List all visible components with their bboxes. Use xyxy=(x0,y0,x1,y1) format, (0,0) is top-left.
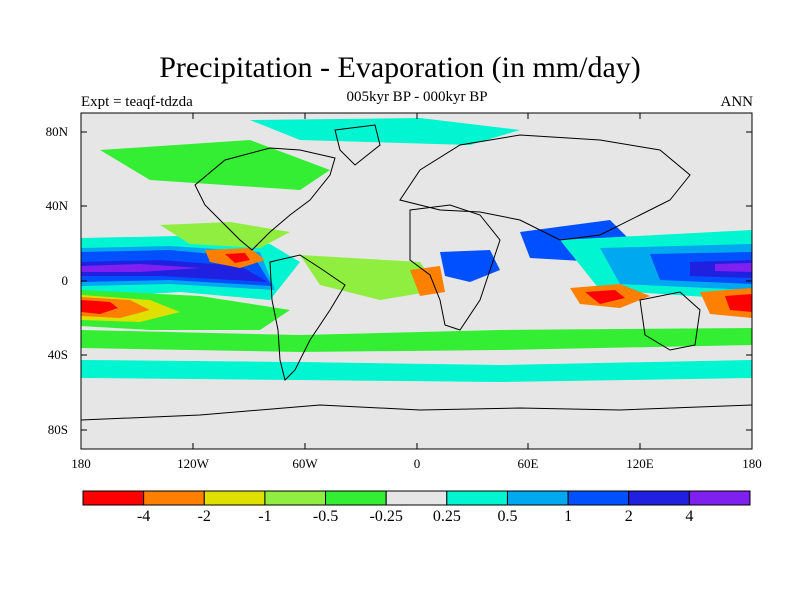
atlantic-orange xyxy=(410,266,445,296)
north-pacific-green xyxy=(160,222,290,248)
indian-ocean-red xyxy=(585,290,625,304)
colorbar-box xyxy=(688,490,751,506)
greenland-coast xyxy=(334,124,381,166)
itcz-pacific-violet xyxy=(81,264,200,272)
lon-label-120e: 120E xyxy=(626,456,654,471)
colorbar-box xyxy=(628,490,690,506)
colorbar-box xyxy=(264,490,327,506)
colorbar-label: -2 xyxy=(197,508,211,525)
colorbar-label: -1 xyxy=(258,508,272,525)
antarctica-coast xyxy=(80,404,753,421)
colorbar-box xyxy=(203,490,266,506)
colorbar xyxy=(82,490,751,506)
arctic-cyan xyxy=(250,118,520,145)
lon-label-0: 0 xyxy=(413,456,421,471)
colorbar-box xyxy=(325,490,387,506)
itcz-atlantic-blue xyxy=(440,250,500,282)
colorbar-box xyxy=(385,490,448,506)
east-pacific-red xyxy=(725,294,752,312)
south-pacific-red xyxy=(81,300,118,314)
map-subtitle: 005kyr BP - 000kyr BP xyxy=(346,89,488,105)
contour-fields xyxy=(81,118,752,382)
colorbar-label: -0.5 xyxy=(312,508,339,525)
colorbar-box xyxy=(567,490,630,506)
atlantic-green xyxy=(300,255,440,300)
lat-label-40n: 40N xyxy=(45,198,68,213)
australia-coast xyxy=(639,291,701,351)
lat-label-0: 0 xyxy=(61,273,69,288)
colorbar-box xyxy=(506,490,569,506)
southern-ocean-cyan xyxy=(81,360,752,382)
coastlines xyxy=(80,124,753,421)
season-label: ANN xyxy=(720,94,754,110)
lat-label-40s: 40S xyxy=(47,347,68,362)
lat-ticks xyxy=(81,131,752,431)
lon-ticks xyxy=(192,113,641,449)
colorbar-label: 0.25 xyxy=(432,508,461,525)
colorbar-label: 2 xyxy=(624,508,633,525)
colorbar-label: -4 xyxy=(136,508,151,525)
westpac-violet xyxy=(715,263,752,272)
map-title: Precipitation - Evaporation (in mm/day) xyxy=(159,51,641,84)
north-america-coast xyxy=(194,147,336,251)
colorbar-label: 0.5 xyxy=(497,508,518,525)
south-midlat-band xyxy=(81,328,752,352)
lon-label-60w: 60W xyxy=(292,456,318,471)
colorbar-box xyxy=(446,490,508,506)
lon-label-180w: 180 xyxy=(71,456,91,471)
lon-label-120w: 120W xyxy=(177,456,209,471)
europe-asia-coast xyxy=(399,134,691,241)
lon-label-60e: 60E xyxy=(517,456,539,471)
colorbar-label: -0.25 xyxy=(369,508,403,525)
lon-label-180e: 180 xyxy=(742,456,762,471)
lat-label-80n: 80N xyxy=(45,124,68,139)
africa-coast xyxy=(409,204,501,331)
north-pacific-red xyxy=(225,253,250,263)
south-america-coast xyxy=(269,254,346,381)
colorbar-box xyxy=(82,490,145,506)
colorbar-label: 1 xyxy=(564,508,573,525)
colorbar-box xyxy=(143,490,205,506)
colorbar-label: 4 xyxy=(685,508,694,525)
lat-label-80s: 80S xyxy=(47,422,68,437)
experiment-label: Expt = teaqf-tdzda xyxy=(81,94,193,110)
north-midlat-band xyxy=(100,140,330,190)
